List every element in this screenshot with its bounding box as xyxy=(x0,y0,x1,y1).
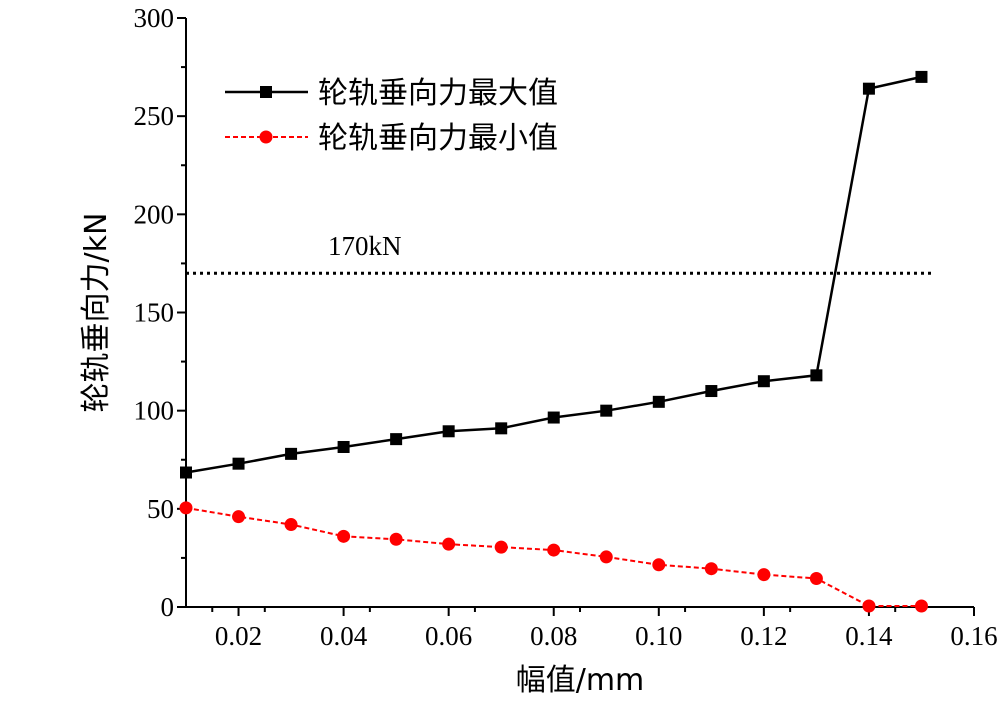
legend-label: 轮轨垂向力最小值 xyxy=(318,121,558,156)
reference-line-group: 170kN xyxy=(186,231,935,275)
data-point xyxy=(285,447,298,460)
series-group xyxy=(179,70,928,613)
data-point xyxy=(547,543,561,557)
data-point xyxy=(547,411,560,424)
data-point xyxy=(390,433,403,446)
series-1 xyxy=(180,70,928,479)
x-tick-label: 0.02 xyxy=(215,621,262,651)
data-point xyxy=(810,369,823,382)
legend-item: 轮轨垂向力最大值 xyxy=(225,76,558,111)
x-axis-label: 幅值/mm xyxy=(516,663,645,698)
data-point xyxy=(652,395,665,408)
data-point xyxy=(862,599,876,613)
legend-marker xyxy=(260,86,272,98)
legend-label: 轮轨垂向力最大值 xyxy=(318,76,558,111)
x-tick-label: 0.04 xyxy=(320,621,368,651)
data-point xyxy=(495,422,508,435)
axes: 0.02 0.04 0.06 0.08 0.10 0.12 0.14 0.16 0 50 100 15… xyxy=(134,3,998,651)
data-point xyxy=(809,572,823,586)
x-tick-label: 0.14 xyxy=(845,621,893,651)
y-tick-label: 100 xyxy=(134,396,175,426)
data-point xyxy=(389,532,403,546)
data-point xyxy=(284,518,298,532)
data-point xyxy=(180,466,192,479)
legend-item: 轮轨垂向力最小值 xyxy=(225,121,558,156)
x-tick-label: 0.10 xyxy=(635,621,682,651)
data-point xyxy=(494,540,508,554)
data-point xyxy=(914,599,928,613)
data-point xyxy=(232,457,245,470)
x-tick-label: 0.16 xyxy=(950,621,997,651)
data-point xyxy=(442,425,455,438)
data-point xyxy=(599,550,613,564)
data-point xyxy=(757,568,771,582)
series-2 xyxy=(179,501,928,613)
legend-marker xyxy=(259,130,273,144)
data-point xyxy=(652,558,666,572)
data-point xyxy=(600,404,613,417)
data-point xyxy=(232,510,246,524)
x-tick-label: 0.12 xyxy=(740,621,787,651)
x-tick-label: 0.06 xyxy=(425,621,472,651)
data-point xyxy=(179,501,193,515)
y-tick-label: 150 xyxy=(134,298,175,328)
data-point xyxy=(915,70,928,83)
x-tick-label: 0.08 xyxy=(530,621,577,651)
data-point xyxy=(757,375,770,388)
data-point xyxy=(442,537,456,551)
y-tick-label: 300 xyxy=(134,3,175,33)
data-point xyxy=(337,440,350,453)
y-axis-label: 轮轨垂向力/kN xyxy=(79,213,114,413)
y-tick-label: 0 xyxy=(161,592,175,622)
data-point xyxy=(337,529,351,543)
reference-line-label: 170kN xyxy=(328,231,402,261)
data-point xyxy=(704,562,718,576)
data-point xyxy=(862,82,875,95)
data-point xyxy=(705,385,718,398)
y-tick-label: 50 xyxy=(147,494,174,524)
y-tick-label: 200 xyxy=(134,199,175,229)
y-tick-label: 250 xyxy=(134,101,175,131)
